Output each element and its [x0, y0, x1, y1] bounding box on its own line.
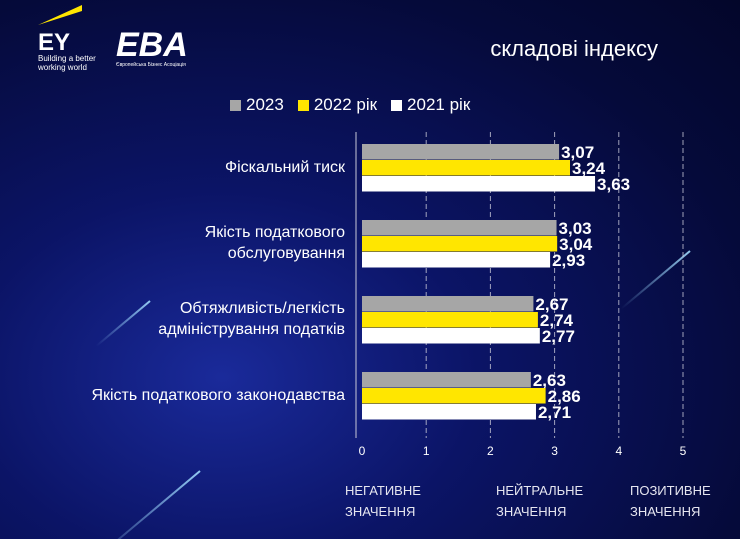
category-label: Фіскальний тиск [224, 159, 345, 176]
category-label: Обтяжливість/легкість адміністрування под… [158, 300, 345, 338]
data-label: 3,63 [597, 175, 630, 194]
bar [362, 252, 551, 268]
page-title: складові індексу [490, 36, 658, 61]
scale-note-neutral: НЕЙТРАЛЬНЕ ЗНАЧЕННЯ [496, 483, 584, 519]
x-tick-label: 4 [615, 444, 622, 458]
data-label: 3,04 [559, 235, 593, 254]
ey-logo: EY Building a better working world [38, 5, 102, 72]
bar [362, 372, 531, 388]
data-label: 2,63 [533, 371, 566, 390]
legend: 2023 2022 рік 2021 рік [230, 95, 470, 115]
bar [362, 236, 558, 252]
x-tick-label: 3 [551, 444, 558, 458]
data-label: 2,77 [542, 327, 575, 346]
eba-logo: EBA Європейська Бізнес Асоціація [116, 26, 188, 68]
data-label: 3,24 [572, 159, 606, 178]
scale-note-positive: ПОЗИТИВНЕ ЗНАЧЕННЯ [630, 483, 711, 519]
x-tick-label: 2 [487, 444, 494, 458]
bar [362, 220, 557, 236]
category-label: Якість податкового законодавства [91, 387, 345, 404]
bar [362, 388, 546, 404]
bar [362, 160, 571, 176]
legend-item-2021: 2021 рік [391, 95, 470, 115]
legend-item-2022: 2022 рік [297, 95, 377, 115]
x-tick-label: 5 [680, 444, 687, 458]
bar [362, 176, 596, 192]
data-label: 2,74 [540, 311, 574, 330]
scale-note-negative: НЕГАТИВНЕ ЗНАЧЕННЯ [345, 483, 421, 519]
x-tick-label: 1 [423, 444, 430, 458]
category-label: Якість податкового обслуговування [204, 224, 345, 262]
bar [362, 404, 536, 420]
data-label: 2,67 [535, 295, 568, 314]
data-label: 2,93 [552, 251, 585, 270]
x-tick-label: 0 [359, 444, 366, 458]
data-label: 2,71 [538, 403, 571, 422]
data-label: 3,07 [561, 143, 594, 162]
bar [362, 328, 540, 344]
bar [362, 144, 560, 160]
legend-item-2023: 2023 [230, 95, 284, 115]
bar [362, 296, 534, 312]
data-label: 2,86 [548, 387, 581, 406]
bar [362, 312, 538, 328]
data-label: 3,03 [559, 219, 592, 238]
